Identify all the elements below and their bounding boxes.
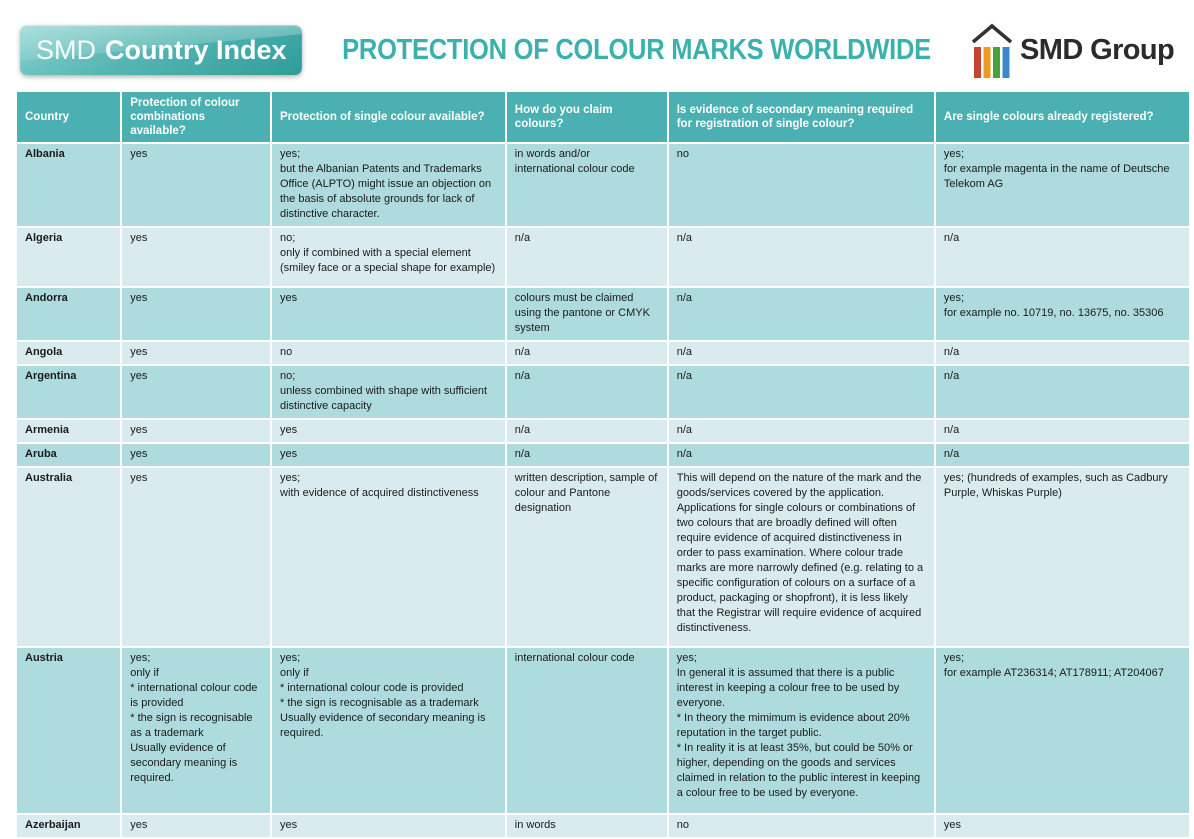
- cell-secondary-meaning: n/a: [668, 420, 934, 442]
- column-header-country: Country: [17, 92, 121, 142]
- cell-single-colour: yes; only if * international colour code…: [272, 648, 505, 813]
- cell-claim: n/a: [506, 420, 667, 442]
- bar-blue: [1002, 47, 1010, 78]
- cell-secondary-meaning: n/a: [668, 288, 934, 340]
- cell-combinations: yes: [122, 420, 270, 442]
- country-cell: Austria: [17, 648, 121, 813]
- cell-registered: n/a: [935, 228, 1189, 286]
- cell-registered: n/a: [935, 444, 1189, 466]
- colour-marks-table: Country Protection of colour combination…: [15, 90, 1191, 839]
- cell-combinations: yes: [122, 144, 270, 226]
- roof-icon: [971, 23, 1013, 44]
- cell-combinations: yes: [122, 342, 270, 364]
- smd-country-index-logo: SMD Country Index: [20, 25, 302, 75]
- cell-combinations: yes; only if * international colour code…: [122, 648, 270, 813]
- table-row-armenia: Armenia yes yes n/a n/a n/a: [17, 420, 1189, 442]
- cell-registered: n/a: [935, 366, 1189, 418]
- cell-claim: international colour code: [506, 648, 667, 813]
- bar-red: [974, 47, 982, 78]
- cell-claim: n/a: [506, 444, 667, 466]
- country-cell: Argentina: [17, 366, 121, 418]
- cell-combinations: yes: [122, 444, 270, 466]
- logo-title: Country Index: [105, 34, 287, 65]
- cell-single-colour: yes: [272, 420, 505, 442]
- cell-single-colour: no; unless combined with shape with suff…: [272, 366, 505, 418]
- cell-registered: yes: [935, 815, 1189, 837]
- cell-secondary-meaning: no: [668, 144, 934, 226]
- brand-name: SMD Group: [1020, 33, 1175, 66]
- column-header-secondary-meaning: Is evidence of secondary meaning require…: [668, 92, 934, 142]
- logo-prefix: SMD: [36, 34, 96, 65]
- cell-claim: n/a: [506, 366, 667, 418]
- cell-combinations: yes: [122, 228, 270, 286]
- cell-claim: in words and/or international colour cod…: [506, 144, 667, 226]
- cell-combinations: yes: [122, 815, 270, 837]
- table-row-azerbaijan: Azerbaijan yes yes in words no yes: [17, 815, 1189, 837]
- cell-single-colour: yes; with evidence of acquired distincti…: [272, 468, 505, 646]
- cell-combinations: yes: [122, 288, 270, 340]
- table-row-argentina: Argentina yes no; unless combined with s…: [17, 366, 1189, 418]
- country-cell: Aruba: [17, 444, 121, 466]
- table-row-angola: Angola yes no n/a n/a n/a: [17, 342, 1189, 364]
- cell-registered: yes; (hundreds of examples, such as Cadb…: [935, 468, 1189, 646]
- cell-claim: n/a: [506, 228, 667, 286]
- cell-secondary-meaning: n/a: [668, 366, 934, 418]
- cell-registered: yes; for example AT236314; AT178911; AT2…: [935, 648, 1189, 813]
- table-row-australia: Australia yes yes; with evidence of acqu…: [17, 468, 1189, 646]
- cell-single-colour: yes; but the Albanian Patents and Tradem…: [272, 144, 505, 226]
- column-header-colour-combinations: Protection of colour combinations availa…: [122, 92, 270, 142]
- country-cell: Armenia: [17, 420, 121, 442]
- country-cell: Algeria: [17, 228, 121, 286]
- cell-secondary-meaning: no: [668, 815, 934, 837]
- top-bar: SMD Country Index PROTECTION OF COLOUR M…: [0, 0, 1194, 90]
- cell-single-colour: no; only if combined with a special elem…: [272, 228, 505, 286]
- cell-registered: n/a: [935, 342, 1189, 364]
- column-header-single-colour: Protection of single colour available?: [272, 92, 505, 142]
- bar-orange: [983, 47, 991, 78]
- column-header-claim-colours: How do you claim colours?: [506, 92, 667, 142]
- house-bars-icon: [971, 23, 1013, 78]
- table-row-albania: Albania yes yes; but the Albanian Patent…: [17, 144, 1189, 226]
- cell-registered: n/a: [935, 420, 1189, 442]
- cell-single-colour: yes: [272, 288, 505, 340]
- column-header-already-registered: Are single colours already registered?: [935, 92, 1189, 142]
- smd-group-logo: SMD Group: [971, 21, 1175, 79]
- cell-claim: colours must be claimed using the panton…: [506, 288, 667, 340]
- cell-secondary-meaning: This will depend on the nature of the ma…: [668, 468, 934, 646]
- page-title: PROTECTION OF COLOUR MARKS WORLDWIDE: [342, 33, 931, 66]
- header-row: Country Protection of colour combination…: [17, 92, 1189, 142]
- cell-combinations: yes: [122, 468, 270, 646]
- table-row-aruba: Aruba yes yes n/a n/a n/a: [17, 444, 1189, 466]
- country-cell: Australia: [17, 468, 121, 646]
- cell-single-colour: no: [272, 342, 505, 364]
- country-cell: Andorra: [17, 288, 121, 340]
- cell-single-colour: yes: [272, 444, 505, 466]
- cell-claim: written description, sample of colour an…: [506, 468, 667, 646]
- cell-secondary-meaning: n/a: [668, 342, 934, 364]
- table-row-algeria: Algeria yes no; only if combined with a …: [17, 228, 1189, 286]
- cell-registered: yes; for example magenta in the name of …: [935, 144, 1189, 226]
- cell-single-colour: yes: [272, 815, 505, 837]
- cell-secondary-meaning: yes; In general it is assumed that there…: [668, 648, 934, 813]
- country-cell: Angola: [17, 342, 121, 364]
- cell-secondary-meaning: n/a: [668, 444, 934, 466]
- table-row-austria: Austria yes; only if * international col…: [17, 648, 1189, 813]
- country-cell: Azerbaijan: [17, 815, 121, 837]
- cell-claim: in words: [506, 815, 667, 837]
- table-row-andorra: Andorra yes yes colours must be claimed …: [17, 288, 1189, 340]
- cell-registered: yes; for example no. 10719, no. 13675, n…: [935, 288, 1189, 340]
- cell-secondary-meaning: n/a: [668, 228, 934, 286]
- cell-combinations: yes: [122, 366, 270, 418]
- bar-green: [993, 47, 1001, 78]
- country-cell: Albania: [17, 144, 121, 226]
- cell-claim: n/a: [506, 342, 667, 364]
